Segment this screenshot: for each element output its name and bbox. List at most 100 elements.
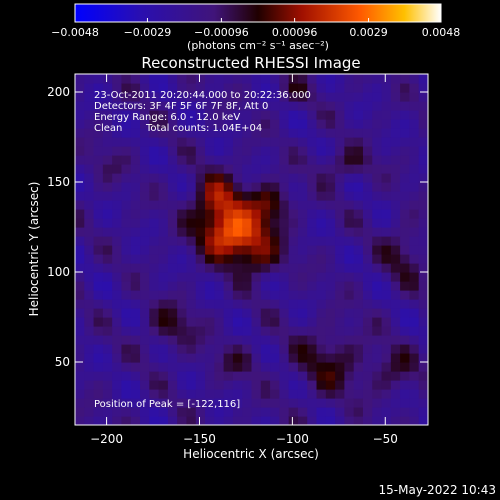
heatmap-cell [223, 272, 234, 282]
heatmap-cell [325, 92, 336, 102]
heatmap-cell [177, 308, 188, 318]
heatmap-cell [270, 218, 280, 228]
heatmap-cell [195, 299, 206, 309]
heatmap-cell [149, 173, 160, 183]
heatmap-cell [102, 380, 113, 390]
heatmap-cell [102, 299, 113, 309]
heatmap-cell [251, 326, 262, 336]
heatmap-cell [418, 335, 428, 345]
heatmap-cell [121, 200, 132, 210]
heatmap-cell [186, 119, 197, 129]
heatmap-cell [288, 362, 299, 372]
heatmap-cell [84, 245, 95, 255]
heatmap-cell [288, 209, 299, 219]
heatmap-cell [390, 272, 401, 282]
heatmap-cell [242, 308, 253, 318]
heatmap-cell [270, 83, 280, 93]
heatmap-cell [335, 92, 345, 102]
heatmap-cell [214, 317, 225, 327]
heatmap-cell [251, 299, 262, 309]
heatmap-cell [390, 173, 401, 183]
heatmap-cell [297, 353, 308, 363]
heatmap-cell [372, 74, 383, 84]
heatmap-cell [149, 362, 160, 372]
heatmap-cell [205, 380, 215, 390]
heatmap-cell [260, 218, 271, 228]
heatmap-cell [205, 218, 215, 228]
heatmap-cell [279, 281, 290, 291]
heatmap-cell [390, 146, 401, 156]
heatmap-cell [214, 308, 225, 318]
heatmap-cell [381, 200, 392, 210]
heatmap-cell [400, 146, 411, 156]
heatmap-cell [288, 353, 299, 363]
heatmap-cell [130, 191, 141, 201]
heatmap-cell [140, 344, 150, 354]
heatmap-cell [75, 155, 85, 165]
heatmap-cell [195, 407, 206, 417]
heatmap-cell [195, 182, 206, 192]
heatmap-cell [121, 344, 132, 354]
heatmap-cell [344, 191, 355, 201]
heatmap-cell [279, 191, 290, 201]
heatmap-cell [316, 290, 327, 300]
heatmap-cell [84, 398, 95, 408]
heatmap-cell [130, 128, 141, 138]
y-axis-label: Heliocentric Y (arcsec) [27, 182, 41, 317]
heatmap-cell [158, 326, 169, 336]
heatmap-cell [177, 146, 188, 156]
heatmap-cell [325, 218, 336, 228]
heatmap-cell [390, 182, 401, 192]
heatmap-cell [316, 272, 327, 282]
heatmap-cell [205, 416, 215, 425]
heatmap-cell [409, 344, 420, 354]
heatmap-cell [232, 362, 243, 372]
heatmap-cell [362, 164, 373, 174]
heatmap-cell [381, 74, 392, 84]
heatmap-cell [400, 128, 411, 138]
heatmap-cell [205, 344, 215, 354]
heatmap-cell [93, 254, 104, 264]
heatmap-cell [149, 389, 160, 399]
heatmap-cell [362, 74, 373, 84]
heatmap-cell [223, 326, 234, 336]
heatmap-cell [279, 308, 290, 318]
heatmap-cell [335, 191, 345, 201]
heatmap-cell [279, 173, 290, 183]
heatmap-cell [232, 371, 243, 381]
heatmap-cell [251, 227, 262, 237]
heatmap-cell [186, 155, 197, 165]
heatmap-cell [251, 191, 262, 201]
heatmap-cell [112, 389, 123, 399]
heatmap-cell [223, 398, 234, 408]
heatmap-cell [232, 200, 243, 210]
heatmap-cell [307, 74, 318, 84]
heatmap-cell [158, 182, 169, 192]
heatmap-cell [186, 218, 197, 228]
heatmap-cell [325, 353, 336, 363]
heatmap-cell [242, 173, 253, 183]
heatmap-cell [177, 407, 188, 417]
heatmap-cell [307, 362, 318, 372]
heatmap-cell [167, 353, 178, 363]
heatmap-cell [149, 164, 160, 174]
heatmap-cell [409, 191, 420, 201]
heatmap-cell [381, 146, 392, 156]
heatmap-cell [195, 164, 206, 174]
heatmap-cell [177, 335, 188, 345]
heatmap-cell [214, 335, 225, 345]
heatmap-cell [251, 353, 262, 363]
heatmap-cell [409, 209, 420, 219]
heatmap-cell [102, 290, 113, 300]
heatmap-cell [158, 290, 169, 300]
heatmap-cell [140, 398, 150, 408]
heatmap-cell [362, 146, 373, 156]
heatmap-cell [335, 101, 345, 111]
heatmap-cell [335, 299, 345, 309]
heatmap-cell [93, 236, 104, 246]
heatmap-cell [307, 335, 318, 345]
heatmap-cell [409, 74, 420, 84]
heatmap-cell [149, 371, 160, 381]
heatmap-cell [344, 353, 355, 363]
heatmap-cell [186, 416, 197, 425]
